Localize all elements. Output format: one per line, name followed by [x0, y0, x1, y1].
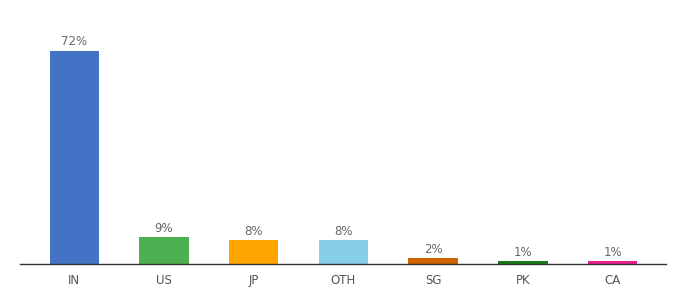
Bar [319, 240, 368, 264]
Bar [50, 51, 99, 264]
Bar [229, 240, 278, 264]
Bar [409, 258, 458, 264]
Text: 2%: 2% [424, 243, 443, 256]
Text: 1%: 1% [603, 246, 622, 259]
Text: 1%: 1% [513, 246, 532, 259]
Bar [498, 261, 547, 264]
Text: 72%: 72% [61, 35, 87, 48]
Text: 8%: 8% [244, 225, 263, 238]
Text: 8%: 8% [334, 225, 353, 238]
Bar [588, 261, 637, 264]
Text: 9%: 9% [154, 222, 173, 235]
Bar [139, 237, 188, 264]
